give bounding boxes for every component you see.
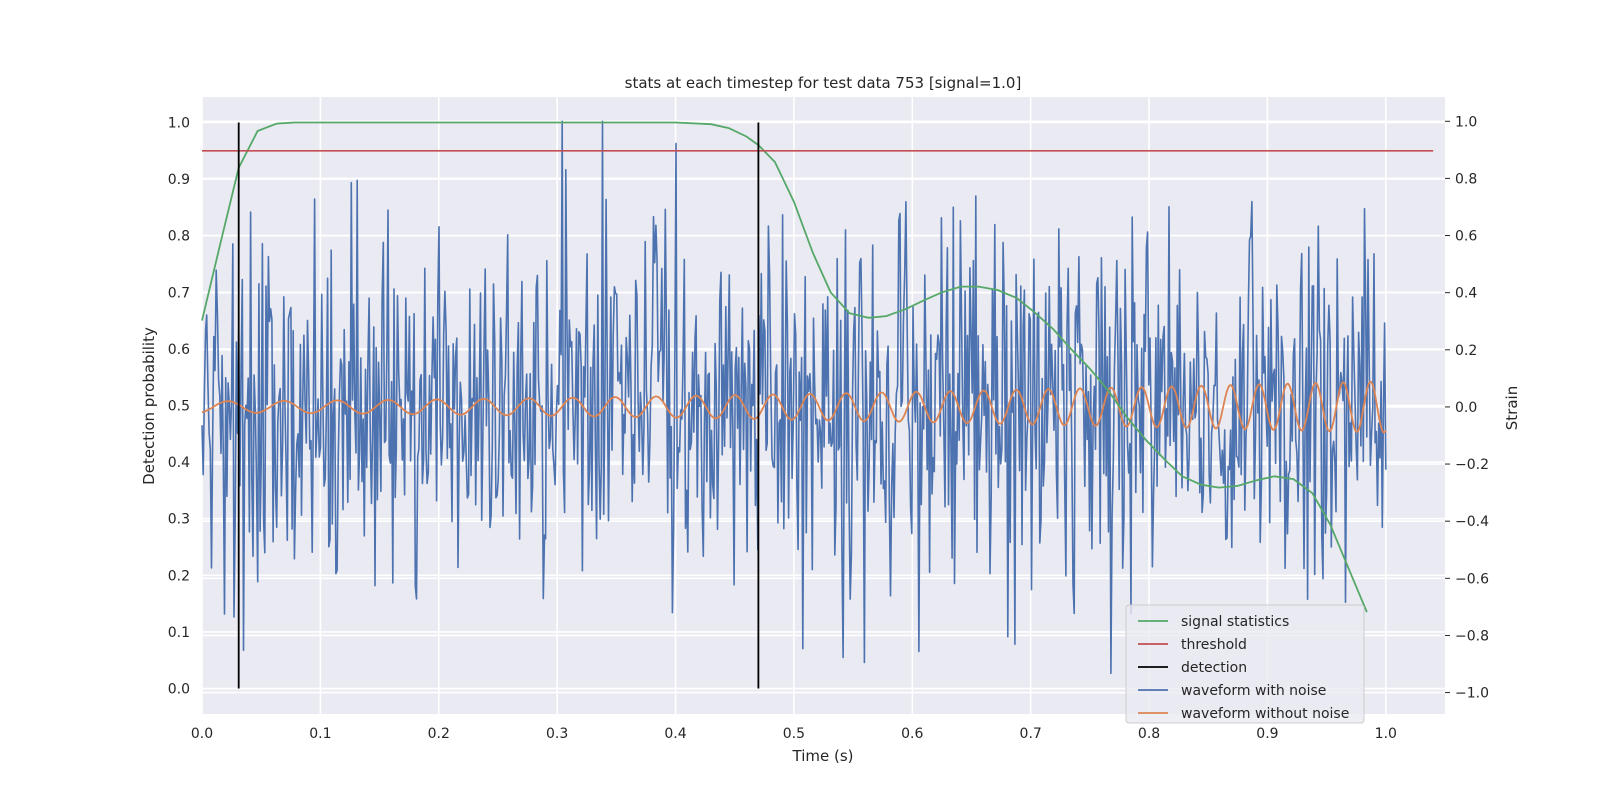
legend-label: signal statistics <box>1181 614 1289 630</box>
y2-tick-label: −0.6 <box>1455 571 1489 587</box>
y2-tick-label: 0.0 <box>1455 400 1477 416</box>
y2-tick-label: −0.2 <box>1455 457 1489 473</box>
x-tick-label: 0.2 <box>428 726 450 742</box>
y-tick-label: 0.2 <box>168 568 190 584</box>
legend-label: waveform without noise <box>1181 706 1349 722</box>
legend-label: detection <box>1181 660 1247 676</box>
y2-axis-ticks: −1.0 −0.8 −0.6 −0.4 −0.2 0.0 0.2 0.4 0.6 0.8 1.0 <box>1445 114 1489 702</box>
y2-tick-label: −0.8 <box>1455 628 1489 644</box>
x-tick-label: 0.0 <box>191 726 213 742</box>
x-tick-label: 0.9 <box>1256 726 1278 742</box>
x-tick-label: 0.7 <box>1020 726 1042 742</box>
y2-tick-label: −1.0 <box>1455 686 1489 702</box>
y-tick-label: 1.0 <box>168 115 190 131</box>
y-tick-label: 0.4 <box>168 455 190 471</box>
y-tick-label: 0.8 <box>168 229 190 245</box>
x-axis-ticks: 0.0 0.1 0.2 0.3 0.4 0.5 0.6 0.7 0.8 0.9 1.0 <box>191 726 1397 742</box>
detection-layer <box>237 122 760 689</box>
y-tick-label: 0.7 <box>168 285 190 301</box>
legend-box <box>1125 604 1365 724</box>
x-tick-label: 0.5 <box>783 726 805 742</box>
y2-tick-label: 0.4 <box>1455 286 1477 302</box>
y-tick-label: 0.6 <box>168 342 190 358</box>
chart-title: stats at each timestep for test data 753… <box>625 74 1022 92</box>
legend-label: threshold <box>1181 637 1247 653</box>
y-axis-label: Detection probability <box>140 327 158 485</box>
y-tick-label: 0.3 <box>168 512 190 528</box>
y2-tick-label: 1.0 <box>1455 114 1477 130</box>
waveform-without-noise-layer <box>201 380 1387 434</box>
x-axis-label: Time (s) <box>792 747 854 765</box>
legend: signal statistics threshold detection wavef… <box>1125 604 1365 724</box>
x-tick-label: 1.0 <box>1375 726 1397 742</box>
y2-axis-label: Strain <box>1503 386 1521 430</box>
y2-tick-label: 0.8 <box>1455 171 1477 187</box>
y-axis-ticks: 0.0 0.1 0.2 0.3 0.4 0.5 0.6 0.7 0.8 0.9 1.0 <box>168 115 190 697</box>
y2-tick-label: 0.2 <box>1455 343 1477 359</box>
y-tick-label: 0.0 <box>168 682 190 698</box>
signal-statistics-line <box>201 121 1368 613</box>
waveform-with-noise-layer <box>201 120 1387 675</box>
x-tick-label: 0.8 <box>1138 726 1160 742</box>
legend-label: waveform with noise <box>1181 683 1326 699</box>
signal-statistics-layer <box>201 121 1368 613</box>
y-tick-label: 0.5 <box>168 399 190 415</box>
x-tick-label: 0.4 <box>664 726 686 742</box>
y2-tick-label: 0.6 <box>1455 229 1477 245</box>
x-tick-label: 0.1 <box>309 726 331 742</box>
x-tick-label: 0.3 <box>546 726 568 742</box>
y2-tick-label: −0.4 <box>1455 514 1489 530</box>
waveform-with-noise-line <box>201 120 1387 675</box>
y-tick-label: 0.9 <box>168 172 190 188</box>
x-tick-label: 0.6 <box>901 726 923 742</box>
y-tick-label: 0.1 <box>168 625 190 641</box>
waveform-without-noise-line <box>201 380 1387 434</box>
